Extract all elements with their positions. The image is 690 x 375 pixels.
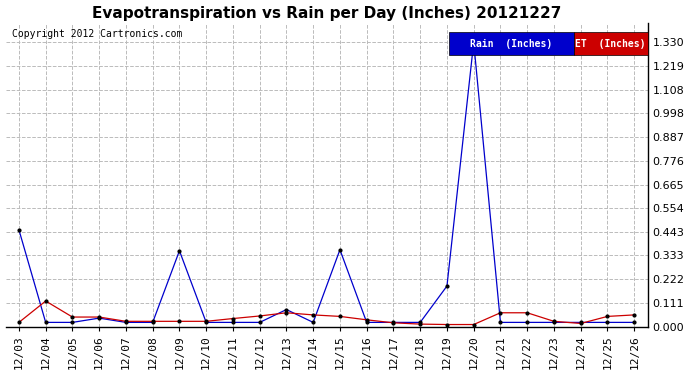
Bar: [448, 32, 574, 55]
Bar: [574, 32, 648, 55]
Text: ET  (Inches): ET (Inches): [575, 39, 646, 49]
Text: Rain  (Inches): Rain (Inches): [470, 39, 552, 49]
Title: Evapotranspiration vs Rain per Day (Inches) 20121227: Evapotranspiration vs Rain per Day (Inch…: [92, 6, 561, 21]
Text: Copyright 2012 Cartronics.com: Copyright 2012 Cartronics.com: [12, 29, 182, 39]
